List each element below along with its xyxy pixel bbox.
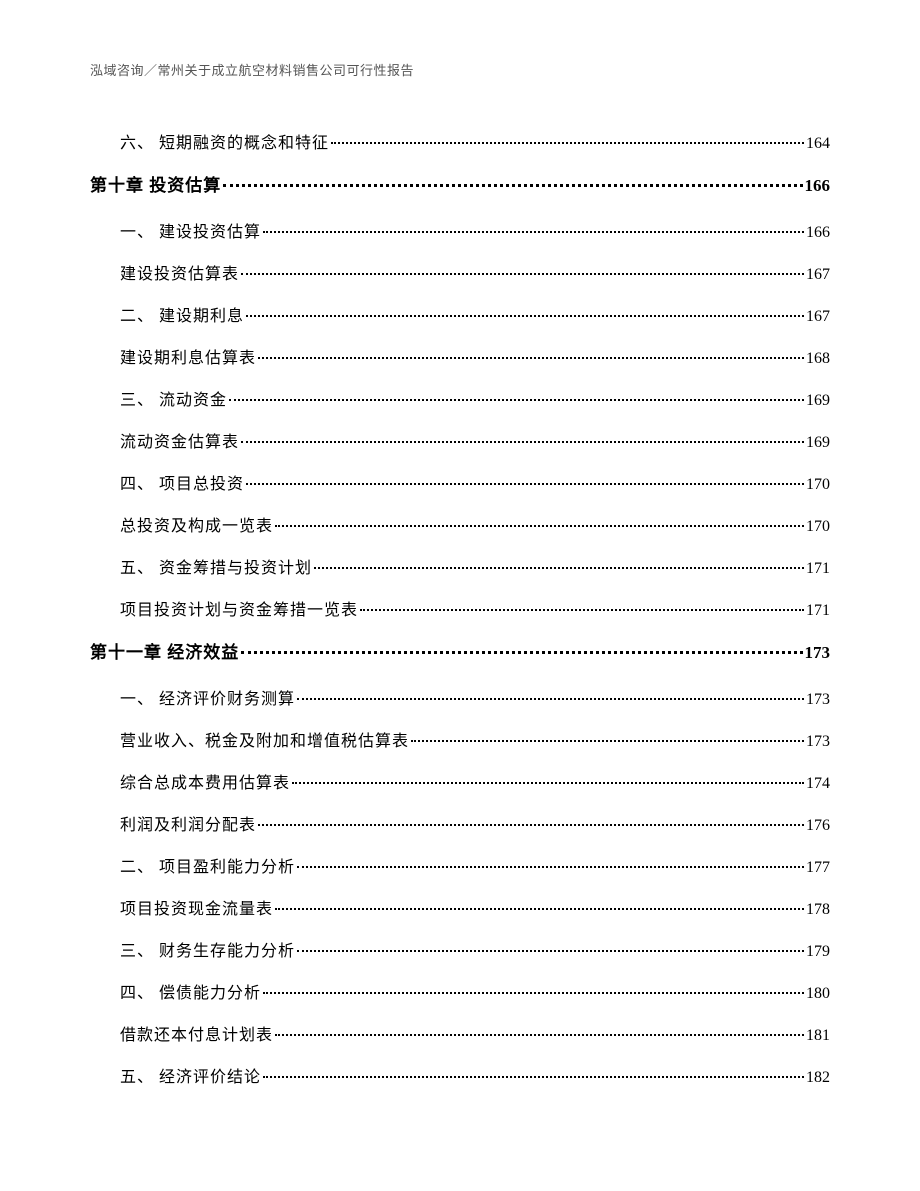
toc-entry: 项目投资现金流量表 178 <box>90 895 830 919</box>
toc-leader-dots <box>275 525 804 527</box>
toc-label: 一、 经济评价财务测算 <box>120 685 295 709</box>
toc-leader-dots <box>263 231 804 233</box>
toc-label: 第十章 投资估算 <box>90 171 221 196</box>
toc-entry: 第十章 投资估算 166 <box>90 171 830 196</box>
toc-entry: 四、 偿债能力分析 180 <box>90 979 830 1003</box>
toc-entry: 五、 资金筹措与投资计划 171 <box>90 554 830 578</box>
toc-leader-dots <box>331 142 804 144</box>
toc-entry: 一、 经济评价财务测算 173 <box>90 685 830 709</box>
toc-page-number: 164 <box>806 135 830 153</box>
toc-label: 二、 建设期利息 <box>120 302 244 326</box>
toc-leader-dots <box>241 651 802 654</box>
document-header: 泓域咨询／常州关于成立航空材料销售公司可行性报告 <box>90 60 830 79</box>
toc-page-number: 181 <box>806 1027 830 1045</box>
toc-label: 利润及利润分配表 <box>120 811 256 835</box>
toc-page-number: 182 <box>806 1069 830 1087</box>
toc-label: 建设期利息估算表 <box>120 344 256 368</box>
toc-entry: 流动资金估算表 169 <box>90 428 830 452</box>
toc-page-number: 167 <box>806 266 830 284</box>
toc-entry: 综合总成本费用估算表 174 <box>90 769 830 793</box>
toc-entry: 一、 建设投资估算 166 <box>90 218 830 242</box>
toc-page-number: 176 <box>806 817 830 835</box>
toc-entry: 营业收入、税金及附加和增值税估算表 173 <box>90 727 830 751</box>
toc-label: 借款还本付息计划表 <box>120 1021 273 1045</box>
toc-page-number: 178 <box>806 901 830 919</box>
toc-label: 四、 项目总投资 <box>120 470 244 494</box>
toc-entry: 建设期利息估算表 168 <box>90 344 830 368</box>
toc-page-number: 169 <box>806 434 830 452</box>
toc-label: 二、 项目盈利能力分析 <box>120 853 295 877</box>
toc-entry: 利润及利润分配表 176 <box>90 811 830 835</box>
toc-entry: 总投资及构成一览表 170 <box>90 512 830 536</box>
toc-leader-dots <box>275 1034 804 1036</box>
toc-leader-dots <box>241 441 804 443</box>
toc-entry: 二、 项目盈利能力分析 177 <box>90 853 830 877</box>
toc-page-number: 174 <box>806 775 830 793</box>
toc-leader-dots <box>292 782 804 784</box>
toc-leader-dots <box>229 399 804 401</box>
toc-entry: 二、 建设期利息 167 <box>90 302 830 326</box>
page-container: 泓域咨询／常州关于成立航空材料销售公司可行性报告 六、 短期融资的概念和特征 16… <box>0 0 920 1165</box>
toc-entry: 五、 经济评价结论 182 <box>90 1063 830 1087</box>
toc-leader-dots <box>246 483 804 485</box>
toc-page-number: 180 <box>806 985 830 1003</box>
toc-page-number: 171 <box>806 602 830 620</box>
toc-page-number: 173 <box>805 643 831 663</box>
toc-entry: 三、 财务生存能力分析 179 <box>90 937 830 961</box>
toc-leader-dots <box>246 315 804 317</box>
toc-page-number: 170 <box>806 518 830 536</box>
toc-page-number: 171 <box>806 560 830 578</box>
toc-label: 项目投资计划与资金筹措一览表 <box>120 596 358 620</box>
toc-leader-dots <box>297 950 804 952</box>
toc-label: 四、 偿债能力分析 <box>120 979 261 1003</box>
toc-leader-dots <box>258 824 804 826</box>
toc-leader-dots <box>263 992 804 994</box>
toc-leader-dots <box>223 184 802 187</box>
toc-label: 第十一章 经济效益 <box>90 638 239 663</box>
toc-page-number: 166 <box>806 224 830 242</box>
toc-leader-dots <box>263 1076 804 1078</box>
toc-leader-dots <box>297 866 804 868</box>
toc-entry: 四、 项目总投资 170 <box>90 470 830 494</box>
toc-page-number: 177 <box>806 859 830 877</box>
toc-label: 建设投资估算表 <box>120 260 239 284</box>
toc-label: 三、 流动资金 <box>120 386 227 410</box>
toc-page-number: 173 <box>806 691 830 709</box>
toc-page-number: 167 <box>806 308 830 326</box>
toc-leader-dots <box>258 357 804 359</box>
toc-entry: 六、 短期融资的概念和特征 164 <box>90 129 830 153</box>
toc-leader-dots <box>411 740 804 742</box>
toc-label: 五、 资金筹措与投资计划 <box>120 554 312 578</box>
toc-label: 六、 短期融资的概念和特征 <box>120 129 329 153</box>
toc-leader-dots <box>360 609 804 611</box>
toc-page-number: 168 <box>806 350 830 368</box>
toc-entry: 建设投资估算表 167 <box>90 260 830 284</box>
toc-entry: 三、 流动资金 169 <box>90 386 830 410</box>
toc-label: 综合总成本费用估算表 <box>120 769 290 793</box>
toc-label: 五、 经济评价结论 <box>120 1063 261 1087</box>
toc-label: 三、 财务生存能力分析 <box>120 937 295 961</box>
toc-entry: 借款还本付息计划表 181 <box>90 1021 830 1045</box>
toc-page-number: 173 <box>806 733 830 751</box>
toc-label: 项目投资现金流量表 <box>120 895 273 919</box>
toc-leader-dots <box>314 567 804 569</box>
toc-label: 一、 建设投资估算 <box>120 218 261 242</box>
toc-leader-dots <box>297 698 804 700</box>
table-of-contents: 六、 短期融资的概念和特征 164 第十章 投资估算 166 一、 建设投资估算 166… <box>90 129 830 1087</box>
toc-page-number: 179 <box>806 943 830 961</box>
toc-entry: 项目投资计划与资金筹措一览表 171 <box>90 596 830 620</box>
toc-entry: 第十一章 经济效益 173 <box>90 638 830 663</box>
toc-page-number: 170 <box>806 476 830 494</box>
toc-label: 总投资及构成一览表 <box>120 512 273 536</box>
toc-leader-dots <box>275 908 804 910</box>
toc-leader-dots <box>241 273 804 275</box>
toc-page-number: 166 <box>805 176 831 196</box>
toc-page-number: 169 <box>806 392 830 410</box>
toc-label: 流动资金估算表 <box>120 428 239 452</box>
toc-label: 营业收入、税金及附加和增值税估算表 <box>120 727 409 751</box>
